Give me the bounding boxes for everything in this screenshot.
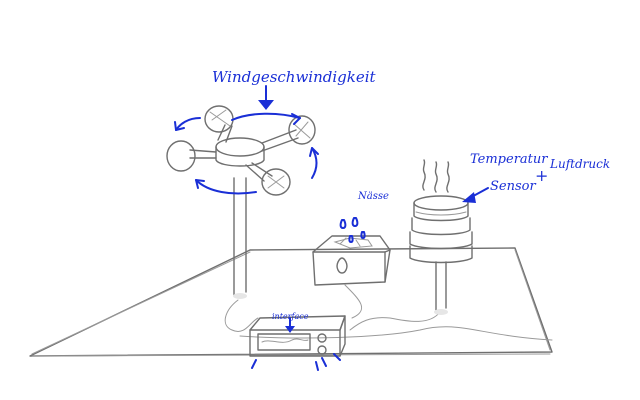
- wind-speed-label: Windgeschwindigkeit: [212, 68, 376, 86]
- interface-unit: [249, 315, 346, 371]
- cable-lines: [224, 284, 441, 332]
- air-pressure-label: Luftdruck: [550, 157, 611, 171]
- plus-label: +: [535, 166, 549, 185]
- rotation-arrow-bottom: [195, 179, 257, 195]
- interface-label: interface: [272, 312, 309, 321]
- rotation-arrow-top: [231, 112, 301, 121]
- temperature-label: Temperatur: [470, 152, 548, 167]
- rain-label: Nässe: [358, 191, 389, 202]
- ground-plate: [29, 247, 553, 357]
- rotation-arrow-left-top: [175, 117, 201, 131]
- wind-arrow-icon: [258, 85, 274, 110]
- anemometer: [166, 105, 319, 299]
- rain-sensor: [312, 217, 391, 286]
- temperature-sensor: [409, 159, 489, 315]
- sensor-label: Sensor: [490, 179, 536, 194]
